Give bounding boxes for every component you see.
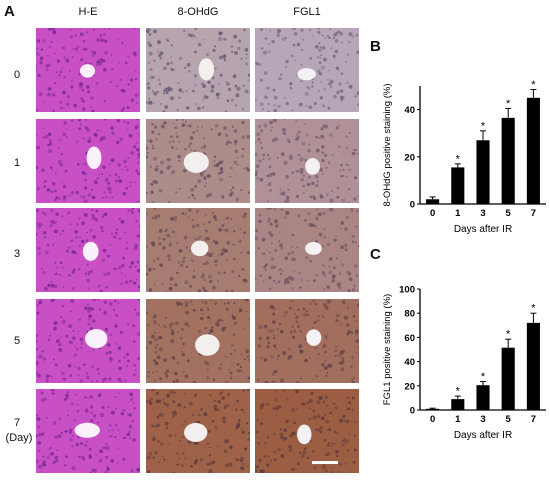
x-tick-label: 0 bbox=[430, 208, 435, 219]
y-tick-label: 40 bbox=[404, 357, 415, 368]
central-vein bbox=[305, 158, 321, 175]
micrograph-fgl1-day-5 bbox=[255, 299, 359, 383]
row-label-day-3: 3 bbox=[13, 248, 21, 260]
x-tick-label: 3 bbox=[480, 414, 485, 425]
micrograph-8ohdg-day-3 bbox=[146, 208, 250, 292]
y-axis-title: 8-OHdG positive staining (%) bbox=[382, 83, 393, 206]
x-tick-label: 1 bbox=[455, 208, 461, 219]
significance-mark: * bbox=[456, 386, 461, 398]
significance-mark: * bbox=[481, 120, 486, 132]
column-heading-8ohdg: 8-OHdG bbox=[177, 6, 219, 18]
y-tick-label: 0 bbox=[410, 406, 415, 417]
y-tick-label: 60 bbox=[404, 333, 415, 344]
bar bbox=[476, 385, 490, 410]
bar bbox=[501, 347, 515, 410]
central-vein bbox=[297, 424, 312, 445]
bar bbox=[451, 167, 465, 204]
bar bbox=[426, 199, 440, 204]
y-tick-label: 100 bbox=[399, 285, 415, 296]
central-vein bbox=[82, 241, 99, 261]
bar bbox=[501, 117, 515, 204]
significance-mark: * bbox=[506, 98, 511, 110]
central-vein bbox=[195, 334, 220, 356]
micrograph-8ohdg-day-1 bbox=[146, 119, 250, 203]
panel-label-b: B bbox=[370, 38, 381, 55]
micrograph-fgl1-day-3 bbox=[255, 208, 359, 292]
central-vein bbox=[80, 64, 95, 78]
significance-mark: * bbox=[531, 79, 536, 91]
x-axis-title: Days after IR bbox=[454, 224, 512, 235]
bar-chart-8ohdg: 0 20 40 0 * 1 * 3 * 5 * 7 Days after IR 8-OHdG positi… bbox=[382, 79, 546, 235]
central-vein bbox=[86, 146, 102, 170]
y-tick-label: 20 bbox=[404, 381, 415, 392]
significance-mark: * bbox=[531, 303, 536, 315]
x-tick-label: 5 bbox=[506, 208, 512, 219]
central-vein bbox=[306, 329, 322, 346]
micrograph-he-day-1 bbox=[36, 119, 140, 203]
y-tick-label: 20 bbox=[404, 152, 415, 163]
central-vein bbox=[183, 151, 209, 173]
central-vein bbox=[74, 422, 100, 438]
y-axis-title: FGL1 positive staining (%) bbox=[382, 294, 393, 405]
y-tick-label: 80 bbox=[404, 309, 415, 320]
panel-label-c: C bbox=[370, 246, 381, 263]
x-tick-label: 3 bbox=[480, 208, 485, 219]
central-vein bbox=[85, 329, 108, 349]
central-vein bbox=[305, 242, 322, 255]
micrograph-8ohdg-day-7 bbox=[146, 389, 250, 473]
row-label-day-5: 5 bbox=[13, 335, 21, 347]
row-unit-label: (Day) bbox=[5, 432, 33, 444]
y-tick-label: 40 bbox=[404, 105, 415, 116]
row-label-day-7: 7 bbox=[13, 417, 21, 429]
column-heading-fgl1: FGL1 bbox=[293, 6, 321, 18]
x-tick-label: 0 bbox=[430, 414, 435, 425]
bar bbox=[476, 140, 490, 204]
bar bbox=[451, 399, 465, 410]
x-tick-label: 1 bbox=[455, 414, 461, 425]
micrograph-fgl1-day-7 bbox=[255, 389, 359, 473]
micrograph-fgl1-day-1 bbox=[255, 119, 359, 203]
micrograph-he-day-5 bbox=[36, 299, 140, 383]
significance-mark: * bbox=[506, 329, 511, 341]
column-heading-he: H-E bbox=[78, 6, 98, 18]
micrograph-he-day-3 bbox=[36, 208, 140, 292]
central-vein bbox=[297, 68, 316, 81]
bar-chart-fgl1: 0 20 40 60 80 100 0 * 1 * 3 * 5 * 7 Days after IR FGL1 p… bbox=[382, 285, 546, 441]
micrograph-he-day-0 bbox=[36, 28, 140, 112]
x-tick-label: 7 bbox=[531, 208, 536, 219]
bar bbox=[526, 322, 540, 410]
micrograph-8ohdg-day-5 bbox=[146, 299, 250, 383]
x-tick-label: 7 bbox=[531, 414, 536, 425]
x-tick-label: 5 bbox=[506, 414, 512, 425]
micrograph-fgl1-day-0 bbox=[255, 28, 359, 112]
bar bbox=[426, 408, 440, 410]
row-label-day-1: 1 bbox=[13, 157, 21, 169]
bar bbox=[526, 97, 540, 204]
y-tick-label: 0 bbox=[410, 200, 415, 211]
central-vein bbox=[191, 240, 209, 257]
central-vein bbox=[198, 58, 215, 81]
row-label-day-0: 0 bbox=[13, 69, 21, 81]
significance-mark: * bbox=[456, 153, 461, 165]
significance-mark: * bbox=[481, 371, 486, 383]
micrograph-8ohdg-day-0 bbox=[146, 28, 250, 112]
central-vein bbox=[184, 423, 208, 443]
scale-bar bbox=[312, 461, 338, 464]
x-axis-title: Days after IR bbox=[454, 430, 512, 441]
micrograph-he-day-7 bbox=[36, 389, 140, 473]
panel-label-a: A bbox=[4, 3, 15, 20]
